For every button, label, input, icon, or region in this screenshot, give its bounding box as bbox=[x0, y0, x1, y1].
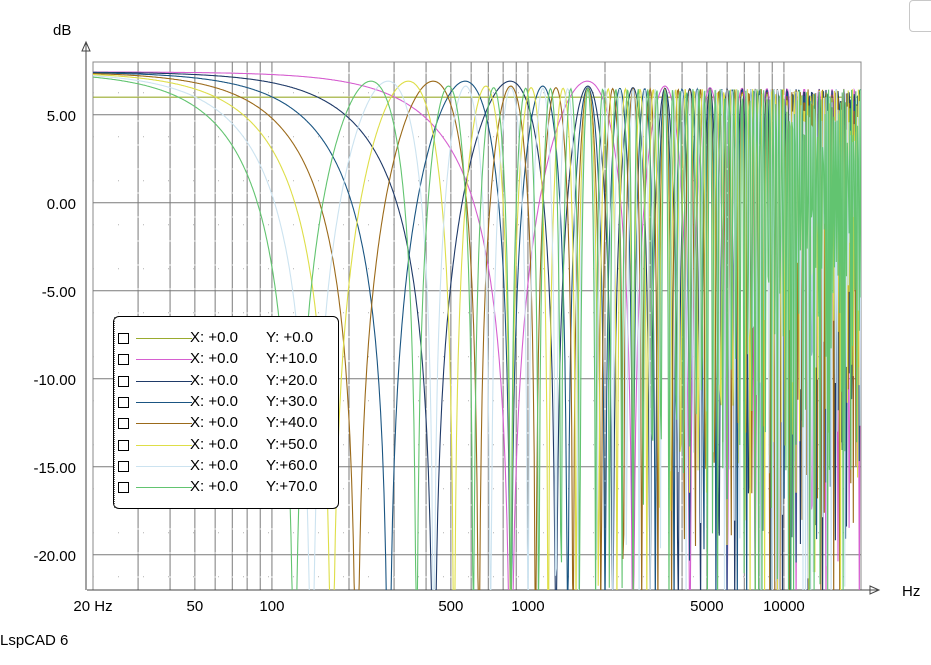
legend-item: X: +0.0 Y: +0.0 bbox=[114, 328, 338, 349]
y-tick-label: -20.00 bbox=[33, 548, 76, 565]
corner-button[interactable] bbox=[909, 0, 931, 32]
legend-item: X: +0.0 Y:+50.0 bbox=[114, 435, 338, 456]
legend-swatch bbox=[136, 423, 192, 425]
legend-y-label: Y:+60.0 bbox=[266, 456, 318, 474]
legend-checkbox[interactable] bbox=[118, 354, 129, 366]
legend-x-label: X: +0.0 bbox=[190, 414, 238, 432]
x-axis-label: Hz bbox=[902, 583, 920, 600]
legend-swatch bbox=[136, 359, 192, 361]
x-tick-label: 100 bbox=[259, 598, 284, 615]
legend-y-label: Y:+10.0 bbox=[266, 350, 318, 368]
x-tick-label: 500 bbox=[438, 598, 463, 615]
legend-item: X: +0.0 Y:+30.0 bbox=[114, 392, 338, 413]
x-axis-arrow bbox=[869, 585, 881, 595]
legend-y-label: Y:+20.0 bbox=[266, 371, 318, 389]
x-tick-label: 20 Hz bbox=[73, 598, 112, 615]
legend-x-label: X: +0.0 bbox=[190, 478, 238, 496]
legend-item: X: +0.0 Y:+10.0 bbox=[114, 349, 338, 370]
legend-x-label: X: +0.0 bbox=[190, 329, 238, 346]
legend-checkbox[interactable] bbox=[118, 333, 129, 344]
x-tick-label: 50 bbox=[187, 598, 204, 615]
legend-checkbox[interactable] bbox=[118, 439, 129, 451]
legend-y-label: Y:+40.0 bbox=[266, 414, 318, 432]
legend-checkbox[interactable] bbox=[118, 396, 129, 408]
y-tick-label: -15.00 bbox=[33, 460, 76, 477]
y-tick-label: 0.00 bbox=[47, 196, 76, 213]
legend-swatch bbox=[136, 338, 192, 339]
y-axis-label: dB bbox=[53, 22, 71, 39]
legend-x-label: X: +0.0 bbox=[190, 350, 238, 368]
series-line bbox=[93, 76, 861, 590]
legend-y-label: Y:+50.0 bbox=[266, 435, 318, 453]
legend-x-label: X: +0.0 bbox=[190, 371, 238, 389]
legend-swatch bbox=[136, 465, 192, 467]
legend-item: X: +0.0 Y:+60.0 bbox=[114, 456, 338, 477]
legend-swatch bbox=[136, 444, 192, 446]
legend-border-dots bbox=[114, 317, 116, 508]
legend-swatch bbox=[136, 380, 192, 382]
x-tick-label: 10000 bbox=[763, 598, 805, 615]
legend-item: X: +0.0 Y:+70.0 bbox=[114, 477, 338, 498]
app-name-label: LspCAD 6 bbox=[0, 632, 69, 649]
legend-y-label: Y: +0.0 bbox=[266, 329, 314, 346]
legend-y-label: Y:+30.0 bbox=[266, 392, 318, 410]
x-tick-label: 5000 bbox=[690, 598, 723, 615]
series-line bbox=[93, 71, 861, 590]
legend-x-label: X: +0.0 bbox=[190, 392, 238, 410]
legend-checkbox[interactable] bbox=[118, 460, 129, 472]
legend-x-label: X: +0.0 bbox=[190, 456, 238, 474]
legend-checkbox[interactable] bbox=[118, 375, 129, 387]
x-tick-label: 1000 bbox=[511, 598, 544, 615]
y-axis-arrow bbox=[81, 40, 91, 52]
y-tick-label: -5.00 bbox=[42, 284, 76, 301]
legend-item: X: +0.0 Y:+20.0 bbox=[114, 371, 338, 392]
y-tick-label: 5.00 bbox=[47, 108, 76, 125]
legend-x-label: X: +0.0 bbox=[190, 435, 238, 453]
legend-item: X: +0.0 Y:+40.0 bbox=[114, 413, 338, 434]
legend-swatch bbox=[136, 487, 192, 489]
legend-checkbox[interactable] bbox=[118, 418, 129, 430]
series-line bbox=[93, 73, 861, 590]
series-line bbox=[93, 72, 861, 590]
y-tick-label: -10.00 bbox=[33, 372, 76, 389]
legend-swatch bbox=[136, 401, 192, 403]
legend-checkbox[interactable] bbox=[118, 482, 129, 494]
legend-y-label: Y:+70.0 bbox=[266, 478, 318, 496]
legend: X: +0.0 Y: +0.0 X: +0.0 Y:+10.0 X: +0.0 Y:+20… bbox=[113, 316, 339, 509]
